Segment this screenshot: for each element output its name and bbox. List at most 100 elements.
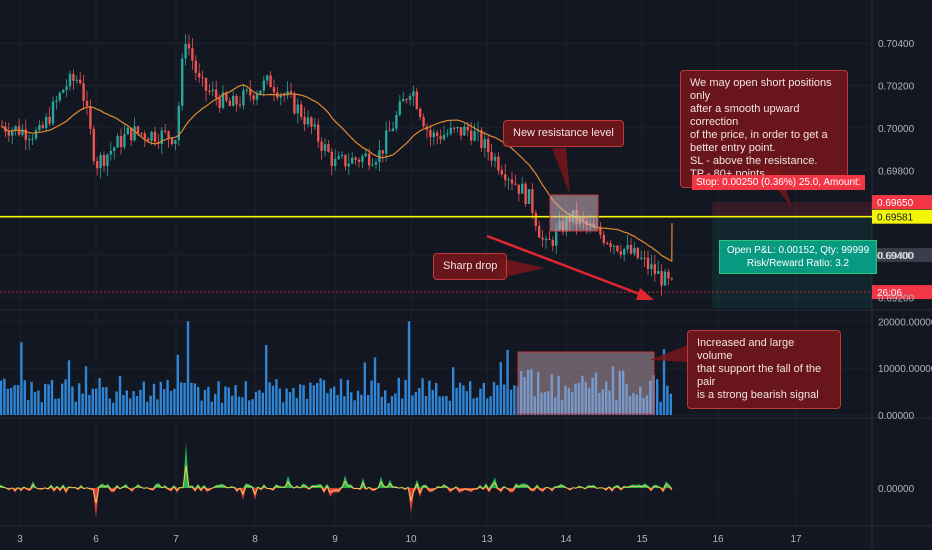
volume-bar: [20, 342, 23, 415]
candle-body: [323, 144, 327, 151]
candle-body: [41, 124, 44, 128]
volume-tick-label: 10000.00000: [878, 364, 932, 375]
candle-body: [293, 93, 296, 114]
volume-bar: [169, 391, 173, 415]
volume-bar: [115, 391, 118, 415]
x-tick-label: 16: [712, 534, 724, 545]
volume-bar: [54, 398, 57, 415]
candle-body: [45, 116, 48, 128]
candle-body: [177, 105, 180, 141]
candle-body: [432, 132, 435, 138]
volume-bar: [44, 383, 47, 415]
candle-body: [14, 126, 17, 131]
candle-body: [483, 138, 486, 148]
candle-body: [62, 89, 65, 93]
strategy-callout[interactable]: We may open short positions only after a…: [680, 70, 848, 188]
volume-bar: [339, 378, 343, 415]
volume-callout[interactable]: Increased and large volume that support …: [687, 330, 841, 409]
volume-bar: [367, 395, 370, 415]
candle-body: [109, 150, 112, 155]
candle-body: [303, 117, 306, 125]
candle-body: [640, 257, 643, 259]
candle-body: [143, 133, 146, 139]
candle-body: [140, 132, 143, 134]
volume-bar: [632, 392, 635, 415]
volume-bar: [564, 385, 567, 415]
candle-body: [150, 131, 153, 141]
volume-bar: [6, 388, 9, 415]
volume-bar: [251, 399, 254, 415]
volume-bar: [47, 384, 50, 415]
volume-bar: [577, 383, 581, 415]
stop-badge[interactable]: Stop: 0.00250 (0.36%) 25.0, Amount:: [692, 175, 865, 190]
candle-body: [286, 91, 289, 96]
candle-body: [429, 130, 432, 138]
candle-body: [544, 238, 548, 240]
candle-body: [555, 229, 558, 246]
candle-body: [602, 234, 605, 243]
volume-bar: [176, 354, 179, 415]
volume-bar: [547, 390, 550, 415]
candle-body: [249, 89, 252, 96]
candle-body: [538, 226, 541, 238]
volume-bar: [135, 396, 139, 415]
volume-bar: [588, 387, 591, 415]
volume-bar: [149, 395, 152, 415]
volume-box: [517, 351, 655, 415]
candle-body: [11, 130, 14, 136]
candle-body: [378, 150, 381, 163]
candle-body: [466, 126, 469, 131]
candle-body: [259, 90, 262, 95]
candle-body: [500, 170, 503, 175]
candle-body: [102, 155, 106, 166]
candle-body: [68, 74, 72, 87]
volume-bar: [132, 391, 135, 415]
levels: 0.69650 0.69581 0.69400 26:06: [0, 195, 932, 300]
volume-bar: [350, 392, 353, 415]
volume-bar: [642, 398, 645, 415]
volume-bar: [3, 378, 6, 415]
price-tick-label: 0.69800: [878, 166, 915, 177]
resistance-callout[interactable]: New resistance level: [503, 120, 624, 147]
candle-body: [388, 130, 391, 132]
annotation-shapes: [486, 148, 792, 415]
candle-body: [660, 271, 663, 286]
volume-bar: [336, 394, 339, 415]
volume-bar: [333, 386, 336, 415]
candle-body: [300, 104, 303, 118]
candle-body: [629, 244, 633, 254]
candle-body: [320, 141, 323, 151]
candle-body: [507, 179, 510, 181]
candle-body: [391, 128, 395, 131]
volume-bar: [91, 388, 94, 415]
candle-body: [490, 152, 493, 161]
candle-body: [238, 104, 242, 106]
volume-bar: [163, 389, 166, 415]
candle-body: [657, 271, 660, 274]
candle-body: [599, 226, 602, 235]
candle-body: [667, 271, 670, 279]
drop-callout[interactable]: Sharp drop: [433, 253, 508, 280]
volume-tick-label: 20000.00000: [878, 317, 932, 328]
volume-bar: [482, 382, 485, 415]
volume-bar: [207, 386, 210, 415]
candle-body: [541, 237, 544, 240]
volume-bar: [384, 390, 387, 415]
candle-body: [412, 91, 415, 97]
candle-body: [534, 212, 537, 227]
candle-body: [204, 78, 208, 91]
x-tick-label: 8: [252, 534, 258, 545]
x-tick-label: 13: [481, 534, 493, 545]
oscillator: [0, 443, 673, 518]
candle-body: [347, 163, 350, 167]
volume-bar: [404, 379, 407, 415]
volume-bar: [431, 390, 434, 415]
volume-bar: [40, 402, 43, 415]
candle-body: [374, 162, 378, 165]
volume-bar: [601, 389, 604, 415]
volume-bar: [421, 378, 424, 415]
volume-bar: [237, 396, 241, 415]
pnl-badge[interactable]: Open P&L: 0.00152, Qty: 99999 Risk/Rewar…: [719, 240, 877, 274]
volume-bar: [373, 357, 377, 415]
volume-bar: [401, 398, 404, 415]
